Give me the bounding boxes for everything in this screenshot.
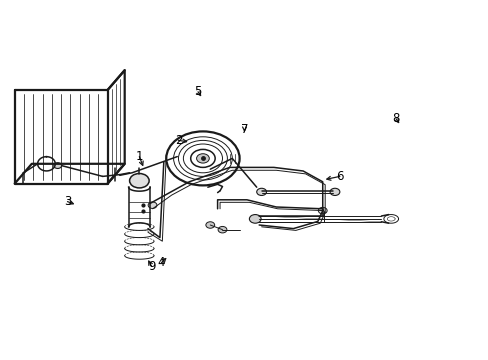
Text: 7: 7 xyxy=(240,123,248,136)
Text: 5: 5 xyxy=(194,85,202,98)
Circle shape xyxy=(329,188,339,195)
Circle shape xyxy=(196,154,209,163)
Circle shape xyxy=(249,215,261,223)
Text: 1: 1 xyxy=(135,150,143,163)
Text: 6: 6 xyxy=(335,170,343,183)
Text: 3: 3 xyxy=(63,195,71,208)
Text: 2: 2 xyxy=(174,134,182,147)
Text: 9: 9 xyxy=(147,260,155,273)
Circle shape xyxy=(54,163,61,168)
Circle shape xyxy=(318,207,326,214)
Text: 8: 8 xyxy=(391,112,399,125)
Circle shape xyxy=(205,222,214,228)
Circle shape xyxy=(256,188,266,195)
Text: 4: 4 xyxy=(157,256,165,269)
Circle shape xyxy=(218,226,226,233)
Circle shape xyxy=(148,202,157,208)
Circle shape xyxy=(129,174,149,188)
